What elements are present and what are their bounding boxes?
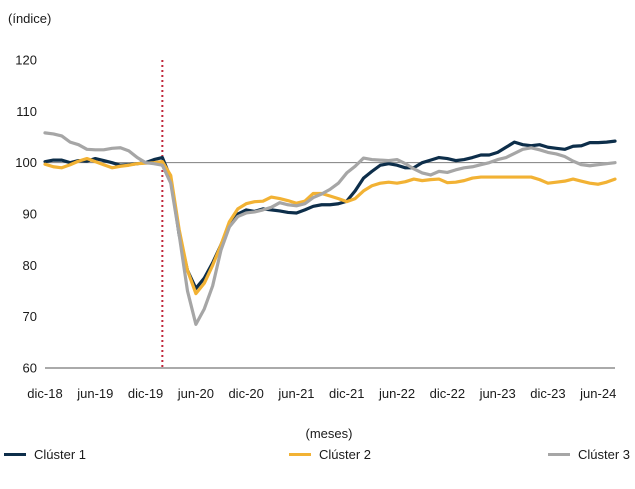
y-tick-label: 120 xyxy=(15,53,37,68)
legend-label: Clúster 2 xyxy=(319,446,372,462)
y-tick-label: 110 xyxy=(16,104,37,119)
y-tick-label: 70 xyxy=(23,309,37,324)
series-line-3 xyxy=(43,131,617,326)
series-lines xyxy=(43,131,617,326)
x-tick-label: dic-21 xyxy=(329,386,364,401)
y-tick-label: 60 xyxy=(23,361,37,376)
y-tick-label: 100 xyxy=(15,155,37,170)
y-tick-label: 90 xyxy=(23,207,37,222)
legend-swatch xyxy=(4,452,26,456)
series-line-2 xyxy=(43,156,617,296)
y-axis-label: (índice) xyxy=(8,11,51,26)
legend-item-1: Clúster 1 xyxy=(4,446,86,462)
legend-label: Clúster 1 xyxy=(34,446,87,462)
legend-item-2: Clúster 2 xyxy=(289,446,371,462)
x-tick-label: jun-22 xyxy=(378,386,415,401)
x-tick-label: dic-20 xyxy=(228,386,263,401)
x-tick-label: jun-24 xyxy=(579,386,616,401)
legend-item-3: Clúster 3 xyxy=(548,446,630,462)
x-tick-label: dic-18 xyxy=(27,386,62,401)
series-line-1 xyxy=(43,139,617,291)
x-tick-label: dic-22 xyxy=(430,386,465,401)
y-tick-label: 80 xyxy=(23,258,37,273)
x-tick-label: jun-19 xyxy=(76,386,113,401)
legend-swatch xyxy=(289,452,311,456)
x-tick-label: dic-19 xyxy=(128,386,163,401)
legend-swatch xyxy=(548,452,570,456)
x-tick-label: jun-21 xyxy=(277,386,314,401)
legend-label: Clúster 3 xyxy=(578,446,631,462)
x-tick-label: jun-20 xyxy=(177,386,214,401)
axes: 60 70 80 90 100 110 120 dic-18 jun-19 dic-19 jun-2… xyxy=(15,53,616,402)
x-axis-label: (meses) xyxy=(306,426,353,441)
x-tick-label: jun-23 xyxy=(479,386,516,401)
x-tick-label: dic-23 xyxy=(530,386,565,401)
